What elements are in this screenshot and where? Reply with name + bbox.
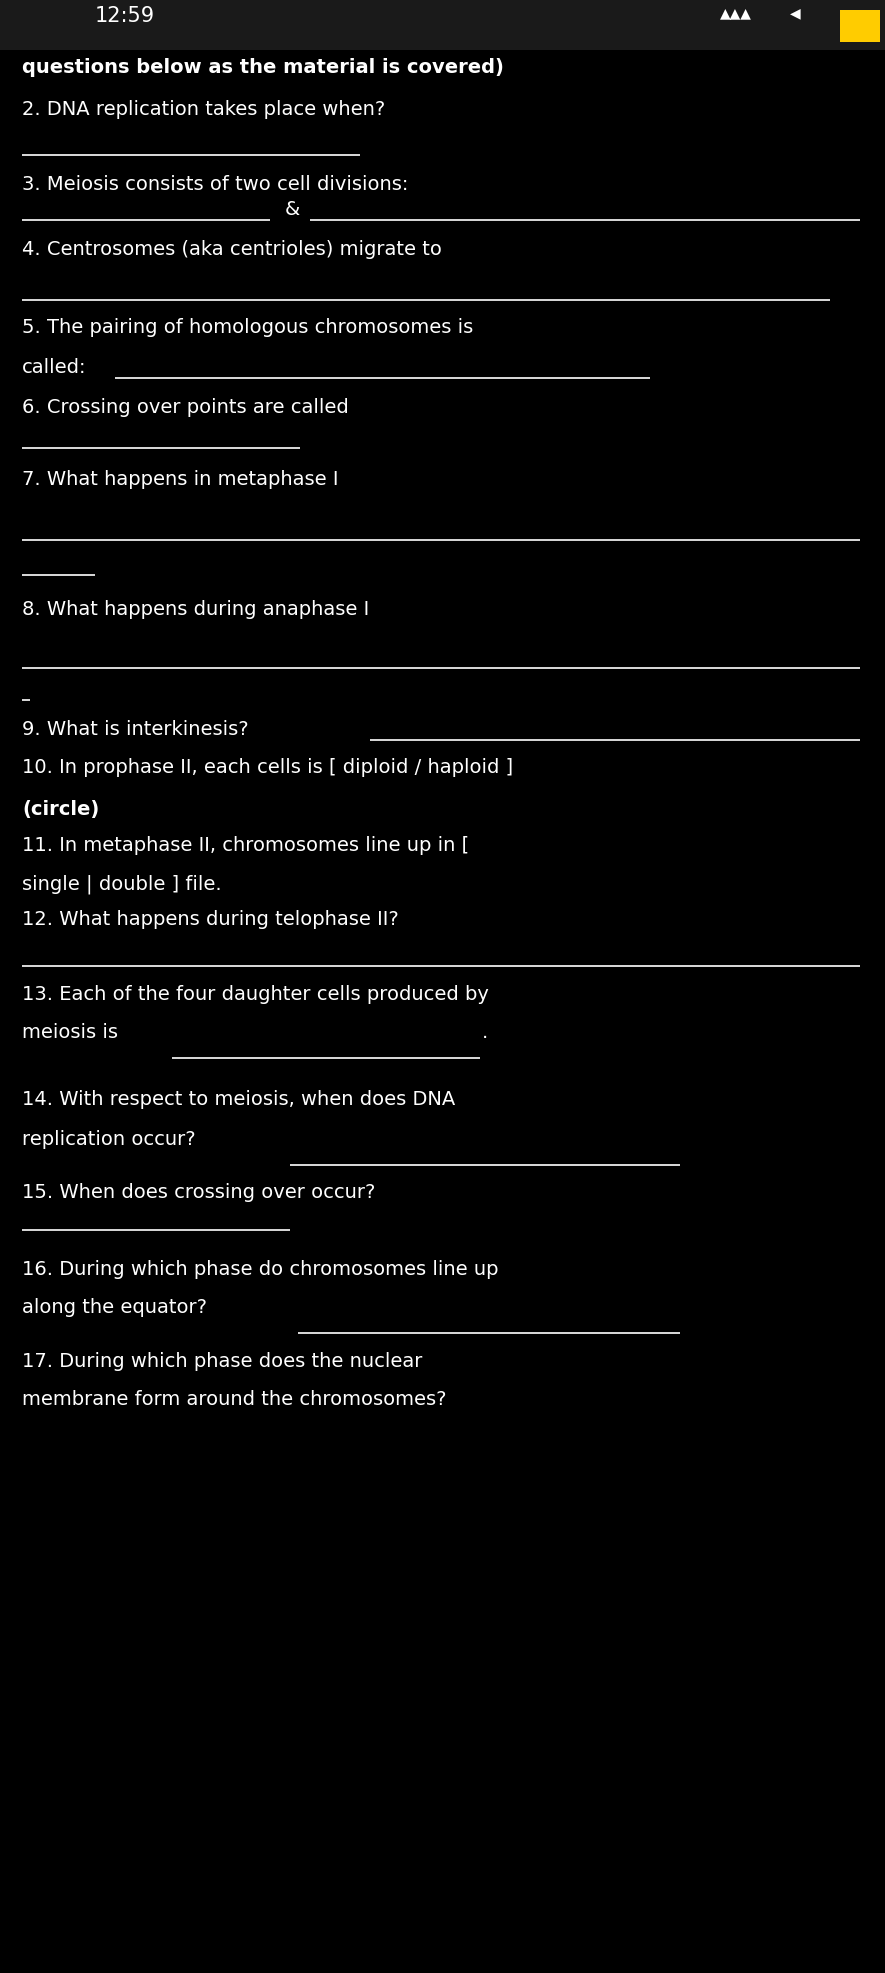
Text: ▲▲▲: ▲▲▲ xyxy=(720,6,752,20)
Bar xyxy=(840,10,880,41)
Text: 4. Centrosomes (aka centrioles) migrate to: 4. Centrosomes (aka centrioles) migrate … xyxy=(22,241,442,258)
Text: 8. What happens during anaphase I: 8. What happens during anaphase I xyxy=(22,600,369,620)
Text: .: . xyxy=(482,1022,489,1042)
Text: ◀: ◀ xyxy=(790,6,801,20)
Text: called:: called: xyxy=(22,357,87,377)
Text: membrane form around the chromosomes?: membrane form around the chromosomes? xyxy=(22,1391,447,1409)
Text: along the equator?: along the equator? xyxy=(22,1298,207,1318)
Text: 13. Each of the four daughter cells produced by: 13. Each of the four daughter cells prod… xyxy=(22,985,489,1004)
Text: 5. The pairing of homologous chromosomes is: 5. The pairing of homologous chromosomes… xyxy=(22,318,473,337)
Text: 9. What is interkinesis?: 9. What is interkinesis? xyxy=(22,720,249,740)
Text: replication occur?: replication occur? xyxy=(22,1131,196,1148)
Text: 12. What happens during telophase II?: 12. What happens during telophase II? xyxy=(22,910,399,929)
Text: 15. When does crossing over occur?: 15. When does crossing over occur? xyxy=(22,1184,375,1202)
Text: 6. Crossing over points are called: 6. Crossing over points are called xyxy=(22,399,349,416)
Text: 11. In metaphase II, chromosomes line up in [: 11. In metaphase II, chromosomes line up… xyxy=(22,837,469,854)
Text: (circle): (circle) xyxy=(22,799,99,819)
Text: 10. In prophase II, each cells is [ diploid / haploid ]: 10. In prophase II, each cells is [ dipl… xyxy=(22,758,513,777)
Text: 3. Meiosis consists of two cell divisions:: 3. Meiosis consists of two cell division… xyxy=(22,176,408,193)
Text: &: & xyxy=(285,199,300,219)
Text: 12:59: 12:59 xyxy=(95,6,155,26)
Bar xyxy=(0,0,885,49)
Text: 7. What happens in metaphase I: 7. What happens in metaphase I xyxy=(22,470,338,489)
Text: meiosis is: meiosis is xyxy=(22,1022,118,1042)
Text: 16. During which phase do chromosomes line up: 16. During which phase do chromosomes li… xyxy=(22,1261,498,1279)
Text: questions below as the material is covered): questions below as the material is cover… xyxy=(22,57,504,77)
Text: 14. With respect to meiosis, when does DNA: 14. With respect to meiosis, when does D… xyxy=(22,1089,455,1109)
Text: 2. DNA replication takes place when?: 2. DNA replication takes place when? xyxy=(22,101,385,118)
Text: 17. During which phase does the nuclear: 17. During which phase does the nuclear xyxy=(22,1352,422,1371)
Text: single | double ] file.: single | double ] file. xyxy=(22,874,221,894)
